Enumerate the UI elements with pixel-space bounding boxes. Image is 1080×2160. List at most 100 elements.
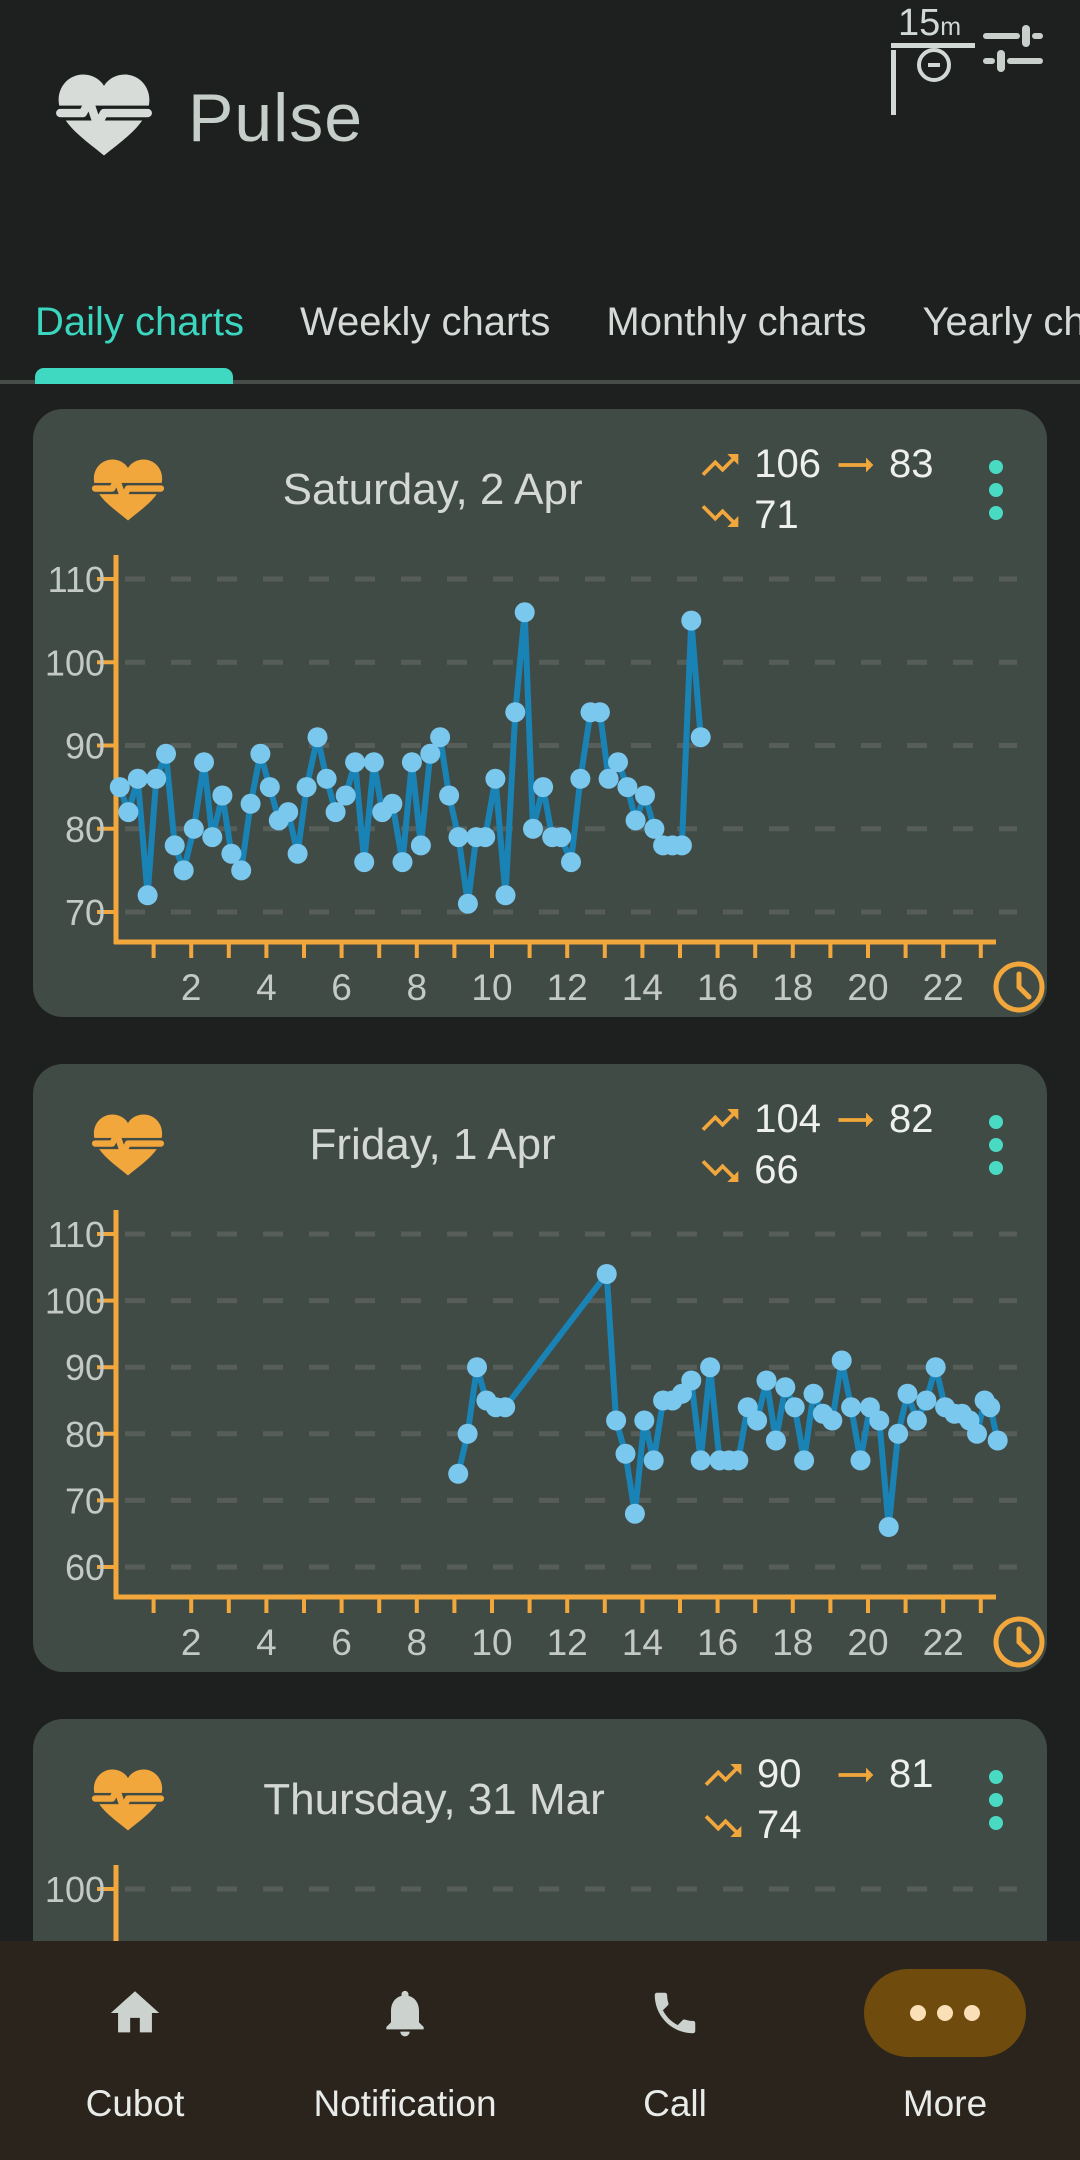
heart-rate-point <box>495 1397 516 1418</box>
chart-plot[interactable]: 110 100 90 80 70 2 4 6 8 10 12 14 16 18 20 22 <box>33 549 1047 1017</box>
daily-stats: 104 82 66 <box>698 1097 953 1193</box>
heart-rate-point <box>803 1383 824 1404</box>
x-axis-label: 22 <box>923 1622 964 1663</box>
x-axis-label: 8 <box>407 1622 428 1663</box>
heart-rate-point <box>608 752 628 773</box>
heart-rate-point <box>634 1410 655 1431</box>
bottom-navigation-bar: Cubot Notification Call More <box>0 1941 1080 2160</box>
interval-selector-button[interactable]: 15m <box>848 4 975 115</box>
x-axis-label: 2 <box>181 967 202 1008</box>
y-axis-label: 100 <box>45 1869 105 1910</box>
x-axis-label: 2 <box>181 1622 202 1663</box>
nav-item-notification[interactable]: Notification <box>270 1941 540 2160</box>
y-axis-label: 90 <box>65 726 105 767</box>
heart-rate-point <box>363 752 384 773</box>
heart-rate-point <box>495 885 516 906</box>
heart-rate-point <box>987 1430 1008 1451</box>
heart-rate-point <box>551 827 572 848</box>
card-more-options-menu[interactable] <box>981 452 1011 528</box>
heart-rate-point <box>643 1450 664 1471</box>
heart-rate-point <box>307 727 328 748</box>
heart-rate-point <box>897 1383 918 1404</box>
card-more-options-menu[interactable] <box>981 1762 1011 1838</box>
x-axis-label: 12 <box>547 967 588 1008</box>
heart-rate-point <box>681 1370 702 1391</box>
heart-rate-point <box>690 727 711 748</box>
y-axis-label: 100 <box>45 1281 105 1322</box>
heart-rate-point <box>137 885 158 906</box>
x-axis-label: 10 <box>471 1622 512 1663</box>
heart-rate-point <box>888 1423 909 1444</box>
heart-rate-point <box>596 1264 617 1284</box>
heart-rate-point <box>325 802 346 823</box>
heart-rate-point <box>439 785 460 806</box>
clock-icon <box>917 48 951 82</box>
chart-plot[interactable]: 110 100 90 80 70 60 2 4 6 8 10 12 14 16 18 20 22 <box>33 1204 1047 1672</box>
x-axis-label: 20 <box>847 1622 888 1663</box>
nav-item-cubot[interactable]: Cubot <box>0 1941 270 2160</box>
heart-rate-point <box>164 835 185 856</box>
x-axis-label: 6 <box>331 1622 352 1663</box>
stat-max: 90 <box>757 1752 802 1796</box>
ellipsis-icon <box>910 2005 980 2021</box>
x-axis-label: 6 <box>331 967 352 1008</box>
heart-rate-point <box>598 768 619 789</box>
y-axis-label: 90 <box>65 1347 105 1388</box>
trending-up-icon <box>701 1108 739 1131</box>
stat-avg: 82 <box>889 1097 934 1141</box>
heart-rate-point <box>335 785 356 806</box>
heart-rate-point <box>916 1390 937 1411</box>
trending-up-icon <box>701 453 739 476</box>
heart-rate-point <box>841 1397 862 1418</box>
heart-rate-point <box>728 1450 749 1471</box>
heart-rate-point <box>221 843 242 864</box>
day-chart-card: Saturday, 2 Apr 106 83 71 110 100 90 80 70 2 4… <box>33 409 1047 1017</box>
active-tab-indicator <box>35 368 233 384</box>
y-axis-label: 100 <box>45 642 105 683</box>
settings-tune-button[interactable] <box>983 24 1043 72</box>
nav-item-call[interactable]: Call <box>540 1941 810 2160</box>
home-icon <box>110 1991 160 2033</box>
heart-rate-point <box>457 893 478 914</box>
heart-rate-point <box>156 743 176 764</box>
heart-rate-point <box>794 1450 815 1471</box>
heart-rate-point <box>775 1377 796 1398</box>
heart-rate-point <box>700 1357 721 1378</box>
heart-rate-point <box>109 777 130 798</box>
heart-rate-point <box>202 827 223 848</box>
heart-rate-point <box>296 777 317 798</box>
x-axis-label: 8 <box>407 967 428 1008</box>
nav-label: Notification <box>313 2083 497 2124</box>
heart-rate-point <box>467 1357 487 1378</box>
tab-weekly-charts[interactable]: Weekly charts <box>300 262 550 382</box>
heart-rate-point <box>316 768 337 789</box>
card-header: Saturday, 2 Apr 106 83 71 <box>33 409 1047 549</box>
nav-label: More <box>902 2083 988 2124</box>
x-axis-label: 14 <box>622 967 663 1008</box>
daily-charts-list: Saturday, 2 Apr 106 83 71 110 100 90 80 70 2 4… <box>0 409 1080 2160</box>
heart-rate-point <box>671 835 692 856</box>
trending-flat-icon <box>838 457 874 472</box>
x-axis-label: 22 <box>923 967 964 1008</box>
card-header: Thursday, 31 Mar 90 81 74 <box>33 1719 1047 1859</box>
x-axis-label: 18 <box>772 1622 813 1663</box>
tab-daily-charts[interactable]: Daily charts <box>35 262 244 382</box>
heart-rate-point <box>589 702 610 723</box>
chart-date-title: Saturday, 2 Apr <box>282 465 583 514</box>
heart-rate-point <box>505 702 526 723</box>
heart-rate-point <box>410 835 431 856</box>
x-axis-label: 4 <box>256 967 277 1008</box>
tabs-divider <box>0 380 1080 384</box>
x-axis-label: 18 <box>772 967 813 1008</box>
daily-stats: 90 81 74 <box>701 1752 953 1848</box>
heart-pulse-icon <box>89 1114 167 1176</box>
heart-rate-point <box>231 860 252 881</box>
tab-monthly-charts[interactable]: Monthly charts <box>606 262 866 382</box>
card-more-options-menu[interactable] <box>981 1107 1011 1183</box>
nav-item-more[interactable]: More <box>810 1941 1080 2160</box>
tab-yearly-charts[interactable]: Yearly charts <box>923 262 1080 382</box>
heart-rate-point <box>448 1463 469 1484</box>
chart-date-title: Thursday, 31 Mar <box>263 1775 605 1824</box>
heart-rate-point <box>240 793 261 814</box>
